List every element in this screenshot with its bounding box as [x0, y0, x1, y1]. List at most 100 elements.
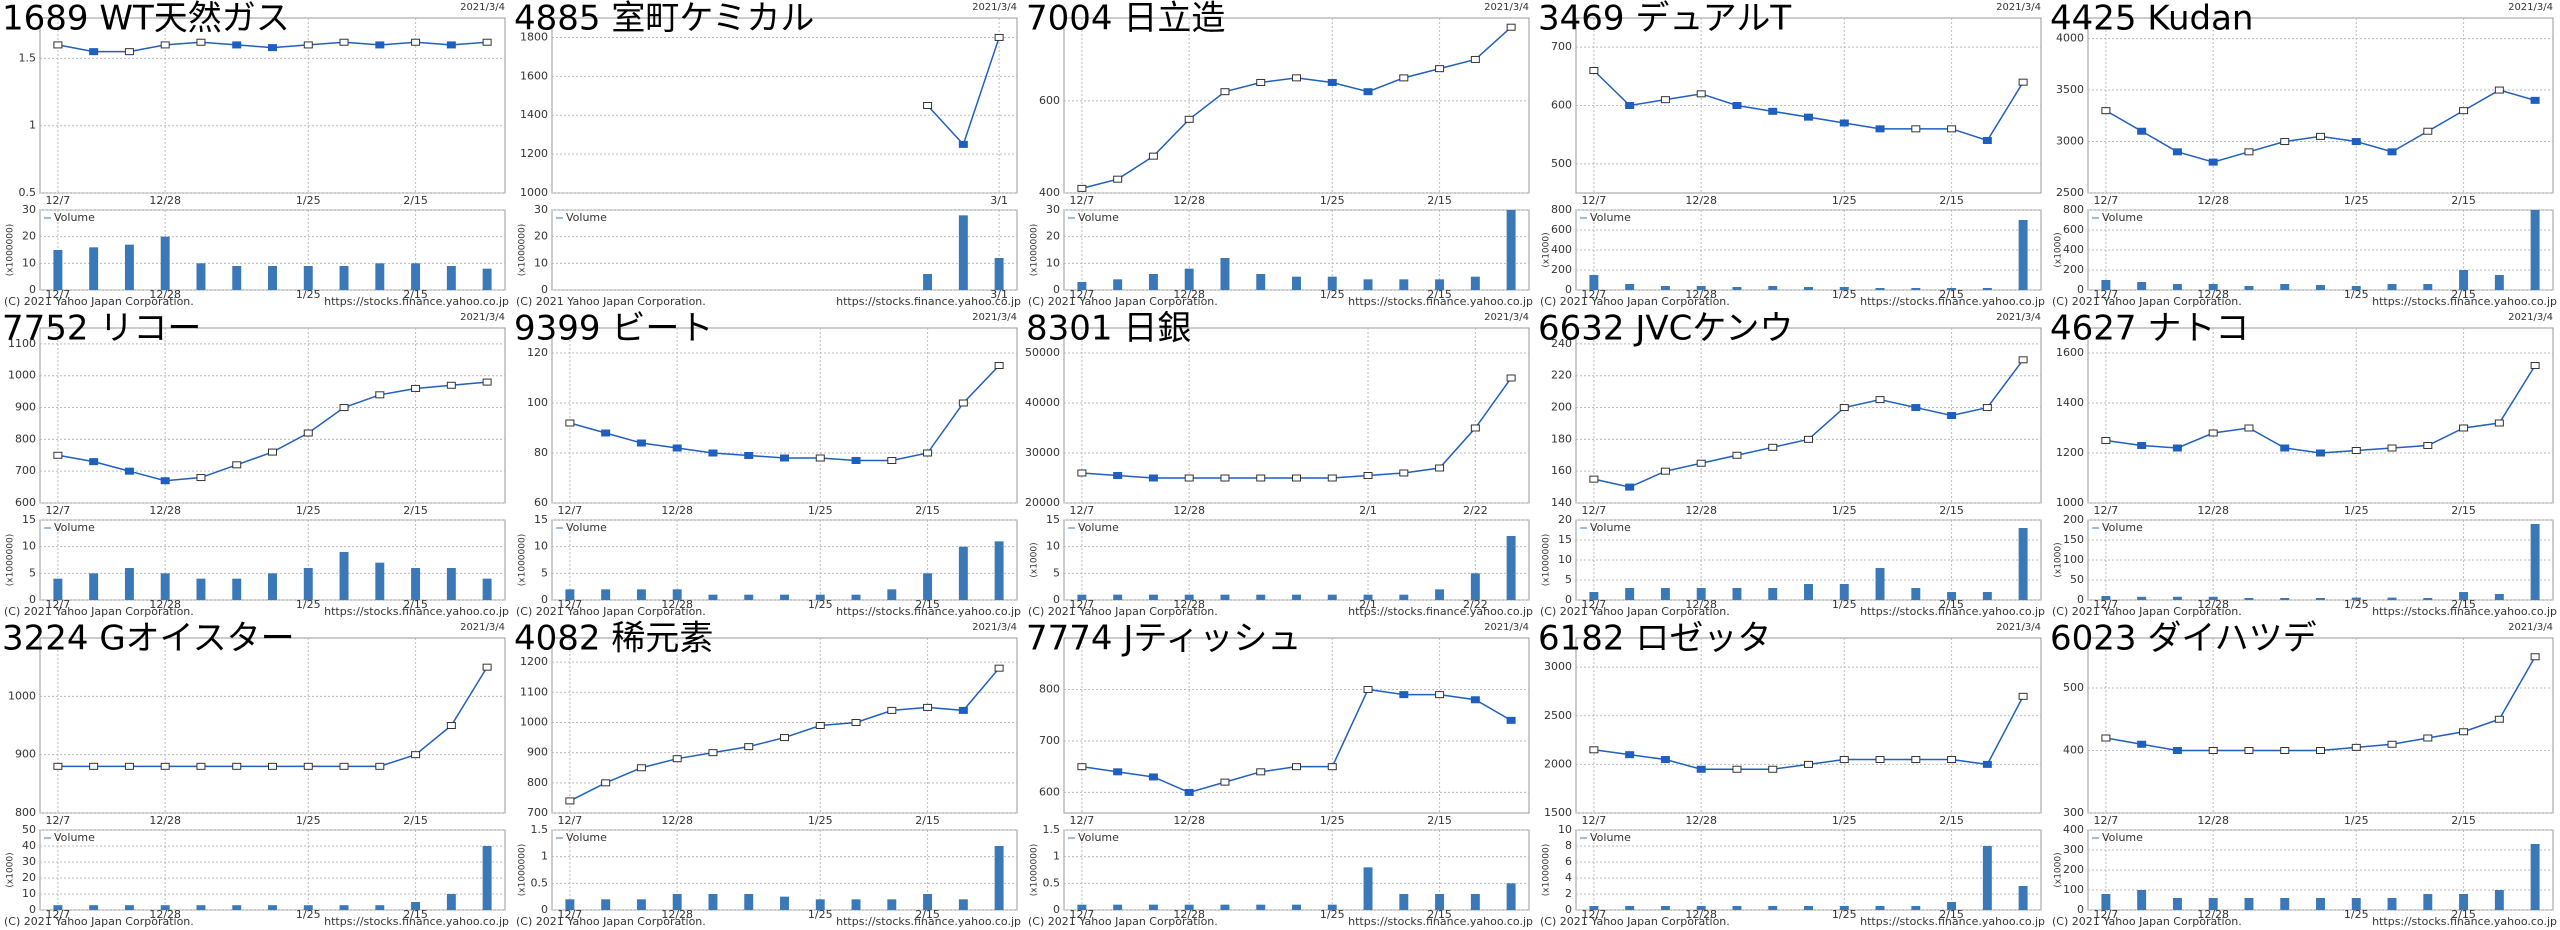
- volume-bar: [124, 905, 134, 910]
- y-tick-label: 700: [1551, 40, 1572, 53]
- volume-tick-label: 15: [22, 513, 36, 526]
- volume-tick-label: 200: [2063, 263, 2084, 276]
- y-tick-label: 600: [1039, 785, 1060, 798]
- volume-unit: (x1000000): [1030, 224, 1040, 276]
- price-point: [744, 452, 754, 459]
- price-point: [1660, 96, 1670, 104]
- price-point: [2172, 747, 2182, 754]
- y-tick-label: 220: [1551, 369, 1572, 382]
- price-point: [1589, 67, 1599, 74]
- volume-bar: [1363, 594, 1373, 600]
- price-point: [1292, 763, 1301, 771]
- volume-bar: [744, 894, 754, 910]
- x-tick-label: 1/25: [2344, 288, 2369, 301]
- x-tick-label: 2/15: [2451, 288, 2476, 301]
- volume-bar: [851, 899, 861, 910]
- price-point: [53, 451, 63, 459]
- x-tick-label: 12/7: [558, 504, 583, 517]
- price-point: [2208, 747, 2218, 754]
- x-tick-label: 12/7: [46, 288, 71, 301]
- volume-bar: [2351, 286, 2361, 290]
- volume-bar: [1732, 588, 1742, 600]
- chart-title: 7752 リコー: [2, 309, 201, 349]
- volume-bar: [2018, 220, 2028, 290]
- price-point: [1732, 451, 1742, 459]
- volume-bar: [1363, 867, 1373, 910]
- volume-frame: [1575, 829, 2042, 911]
- chart-date: 2021/3/4: [1996, 2, 2041, 13]
- volume-bar: [2494, 890, 2504, 910]
- volume-bar: [2351, 898, 2361, 910]
- y-tick-label: 1600: [2056, 346, 2084, 359]
- volume-unit: (x1000000): [6, 534, 16, 586]
- volume-bar: [1077, 904, 1087, 910]
- price-point: [232, 762, 242, 770]
- price-point: [958, 399, 968, 407]
- price-point: [2530, 362, 2540, 369]
- volume-legend: Volume: [2102, 831, 2143, 844]
- price-point: [2316, 747, 2325, 754]
- volume-bar: [708, 894, 718, 910]
- volume-bar: [1625, 906, 1635, 910]
- price-line: [1593, 695, 2024, 770]
- source-url: https://stocks.finance.yahoo.co.jp: [836, 295, 1021, 308]
- x-tick-label: 2/15: [2451, 504, 2476, 517]
- volume-bar: [1911, 906, 1921, 910]
- volume-tick-label: 1.5: [1043, 823, 1061, 836]
- y-tick-label: 800: [527, 776, 548, 789]
- volume-bar: [375, 905, 385, 910]
- volume-bar: [2459, 592, 2469, 600]
- volume-bar: [303, 266, 313, 290]
- price-point: [1982, 137, 1992, 144]
- volume-unit: (x1000): [2054, 542, 2064, 577]
- x-tick-label: 2/15: [2451, 814, 2476, 827]
- price-point: [411, 38, 421, 46]
- x-tick-label: 12/28: [2197, 814, 2229, 827]
- volume-bar: [482, 846, 492, 910]
- price-point: [994, 33, 1004, 41]
- volume-tick-label: 600: [2063, 223, 2084, 236]
- price-point: [565, 797, 575, 805]
- price-point: [1875, 756, 1885, 764]
- volume-tick-label: 0: [541, 283, 548, 296]
- chart-date: 2021/3/4: [1996, 312, 2041, 323]
- volume-tick-label: 200: [2063, 863, 2084, 876]
- volume-tick-label: 100: [2063, 883, 2084, 896]
- price-point: [1184, 115, 1194, 123]
- price-point: [1327, 474, 1337, 482]
- price-point: [124, 762, 134, 770]
- source-url: https://stocks.finance.yahoo.co.jp: [2372, 295, 2557, 308]
- x-tick-label: 12/28: [1685, 598, 1717, 611]
- volume-bar: [1696, 286, 1706, 290]
- volume-bar: [1589, 592, 1599, 600]
- source-url: https://stocks.finance.yahoo.co.jp: [1348, 915, 1533, 928]
- x-tick-label: 1/25: [808, 908, 833, 921]
- volume-bar: [2280, 598, 2290, 600]
- chart-title: 3224 Gオイスター: [2, 619, 295, 659]
- y-tick-label: 900: [527, 746, 548, 759]
- x-tick-label: 12/28: [2197, 288, 2229, 301]
- source-url: https://stocks.finance.yahoo.co.jp: [1860, 605, 2045, 618]
- volume-tick-label: 15: [1558, 533, 1572, 546]
- price-line: [2105, 365, 2536, 454]
- volume-bar: [1732, 287, 1742, 290]
- chart-date: 2021/3/4: [460, 312, 505, 323]
- price-point: [2387, 444, 2397, 452]
- y-tick-label: 1200: [520, 147, 548, 160]
- x-tick-label: 12/28: [2197, 194, 2229, 207]
- volume-tick-label: 50: [22, 823, 36, 836]
- chart-title: 4885 室町ケミカル: [514, 0, 814, 39]
- y-tick-label: 180: [1551, 432, 1572, 445]
- price-frame: [551, 327, 1018, 504]
- price-point: [1839, 404, 1849, 412]
- price-point: [1625, 102, 1635, 109]
- y-tick-label: 60: [534, 496, 548, 509]
- x-tick-label: 12/7: [1582, 814, 1607, 827]
- price-point: [375, 41, 385, 49]
- price-point: [923, 102, 933, 109]
- price-point: [1220, 474, 1230, 482]
- y-tick-label: 900: [15, 748, 36, 761]
- y-tick-label: 800: [1039, 682, 1060, 695]
- volume-bar: [196, 905, 206, 910]
- volume-bar: [1506, 536, 1516, 600]
